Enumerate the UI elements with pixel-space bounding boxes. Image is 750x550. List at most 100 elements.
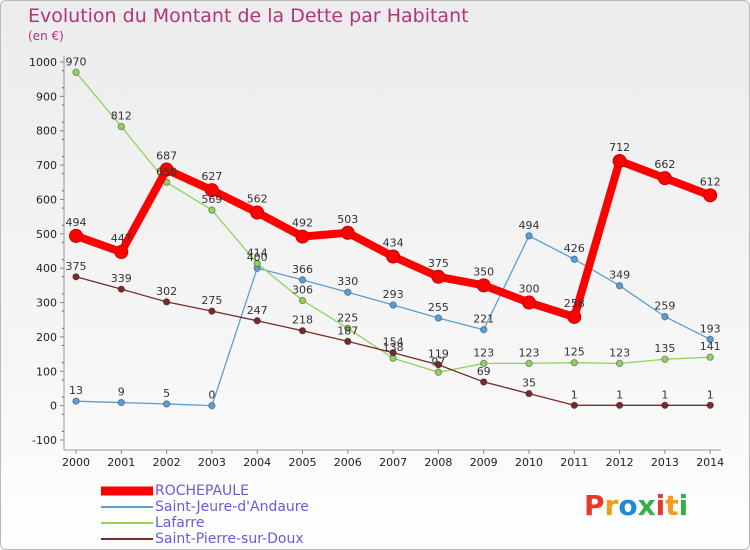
data-label: 503 — [337, 213, 358, 226]
data-point — [525, 359, 533, 368]
data-label: 349 — [609, 269, 630, 282]
data-point — [162, 400, 171, 408]
data-point — [114, 245, 129, 260]
data-label: 218 — [292, 314, 313, 327]
data-point — [340, 225, 355, 240]
data-label: 0 — [208, 389, 215, 402]
data-point — [72, 68, 80, 77]
proxiti-logo: Proxiti — [584, 489, 688, 522]
data-point — [253, 259, 261, 268]
logo-letter: i — [655, 489, 666, 522]
legend-label: Saint-Jeure-d'Andaure — [155, 499, 309, 515]
x-tick-label: 2013 — [651, 456, 679, 469]
data-point — [117, 398, 126, 407]
data-label: 123 — [609, 346, 630, 359]
data-point — [344, 288, 352, 296]
data-point — [72, 273, 80, 281]
data-label: 627 — [201, 170, 222, 183]
data-point — [344, 324, 352, 333]
data-label: 9 — [118, 386, 125, 399]
data-label: 1 — [661, 388, 668, 401]
logo-letter: r — [604, 489, 619, 522]
data-point — [661, 312, 669, 321]
y-tick-label: 300 — [36, 297, 57, 310]
data-point — [208, 307, 216, 315]
data-point — [703, 188, 718, 203]
x-tick-label: 2014 — [696, 456, 724, 469]
logo-letter: t — [665, 489, 679, 522]
data-label: 375 — [66, 260, 87, 273]
x-tick-label: 2005 — [289, 456, 317, 469]
data-label: 258 — [564, 297, 585, 310]
data-point — [525, 232, 533, 240]
y-tick-label: 1000 — [29, 56, 57, 69]
x-tick-label: 2002 — [153, 456, 181, 469]
x-tick-label: 2011 — [560, 456, 588, 469]
data-label: 426 — [564, 242, 585, 255]
data-point — [706, 353, 714, 361]
x-tick-label: 2010 — [515, 456, 543, 469]
data-point — [522, 295, 536, 310]
data-point — [567, 309, 582, 324]
data-label: 247 — [247, 304, 268, 317]
data-point — [386, 249, 401, 264]
data-point — [434, 361, 443, 369]
data-label: 5 — [163, 387, 170, 400]
data-point — [344, 337, 352, 346]
data-point — [480, 378, 488, 386]
data-label: 123 — [473, 346, 494, 359]
data-label: 255 — [428, 301, 449, 314]
data-point — [253, 317, 261, 325]
data-point — [615, 359, 624, 368]
y-tick-label: 700 — [36, 159, 57, 172]
data-label: 13 — [69, 384, 83, 397]
data-label: 970 — [66, 55, 87, 68]
chart-title: Evolution du Montant de la Dette par Hab… — [28, 5, 469, 27]
data-point — [476, 278, 491, 293]
series-line — [75, 71, 711, 373]
data-point — [480, 325, 488, 334]
data-label: 1 — [616, 388, 623, 401]
legend-swatch — [101, 486, 153, 496]
y-tick-label: 0 — [50, 400, 57, 413]
data-label: 812 — [111, 110, 132, 123]
data-label: 375 — [428, 257, 449, 270]
data-point — [72, 397, 80, 405]
data-point — [208, 401, 216, 410]
data-label: 492 — [292, 217, 313, 230]
data-point — [204, 183, 219, 198]
data-label: 187 — [337, 324, 358, 337]
legend-label: ROCHEPAULE — [155, 483, 249, 499]
y-tick-label: 100 — [36, 365, 57, 378]
logo-letter: P — [584, 489, 605, 522]
data-label: 221 — [473, 313, 494, 326]
data-point — [389, 301, 397, 309]
data-label: 330 — [337, 275, 358, 288]
data-point — [431, 269, 446, 284]
data-label: 275 — [201, 294, 222, 307]
x-tick-label: 2007 — [379, 456, 407, 469]
data-point — [117, 285, 126, 293]
data-label: 97 — [431, 355, 445, 368]
data-label: 562 — [247, 193, 268, 206]
data-label: 366 — [292, 263, 313, 276]
data-label: 494 — [519, 219, 540, 232]
data-label: 138 — [383, 341, 404, 354]
x-tick-label: 2001 — [107, 456, 135, 469]
data-label: 119 — [428, 348, 449, 361]
logo-letter: i — [678, 489, 689, 522]
data-point — [661, 355, 669, 363]
x-tick-label: 2006 — [334, 456, 362, 469]
x-tick-label: 2003 — [198, 456, 226, 469]
data-point — [434, 314, 443, 322]
data-label: 1 — [571, 388, 578, 401]
data-label: 154 — [383, 336, 404, 349]
data-point — [117, 122, 126, 131]
data-label: 414 — [247, 246, 268, 259]
y-tick-label: 200 — [36, 331, 57, 344]
data-label: 69 — [477, 365, 491, 378]
data-label: 259 — [654, 300, 675, 313]
data-point — [706, 335, 714, 344]
